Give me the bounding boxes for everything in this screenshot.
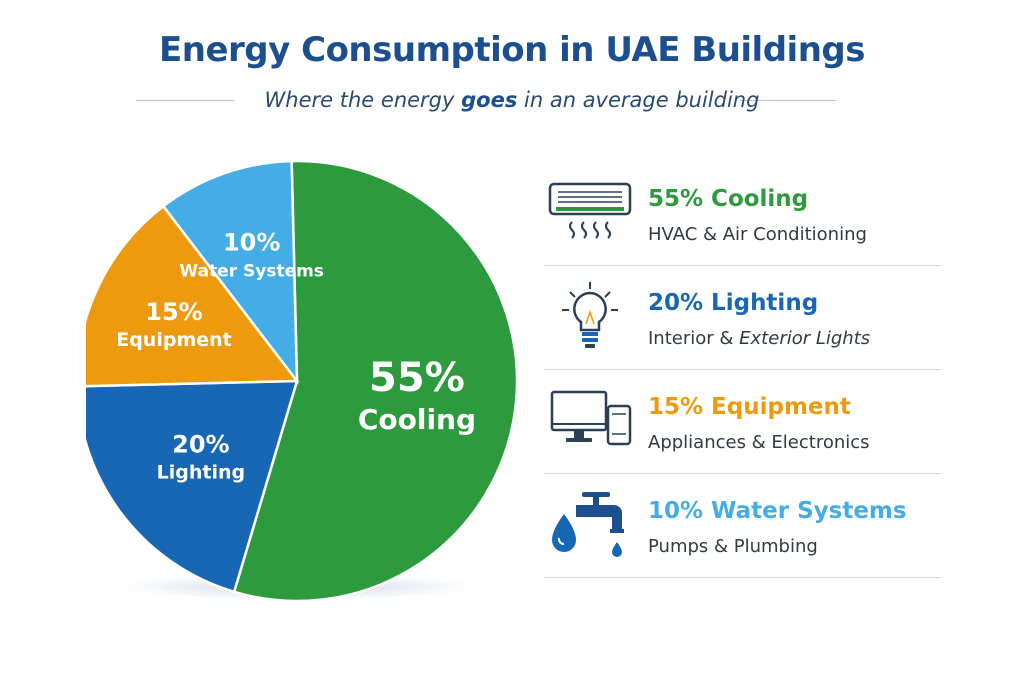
pie-label-name-water-systems: Water Systems: [179, 261, 324, 281]
legend-item-lighting: 20% Lighting Interior & Exterior Lights: [544, 266, 942, 370]
air-conditioner-icon: [548, 176, 636, 248]
pie-label-name-equipment: Equipment: [116, 329, 232, 351]
legend: 55% Cooling HVAC & Air Conditioning 20% …: [544, 162, 942, 578]
computer-monitor-icon: [548, 384, 636, 456]
legend-item-cooling: 55% Cooling HVAC & Air Conditioning: [544, 162, 942, 266]
legend-divider: [544, 369, 942, 370]
subtitle-divider-left: [136, 100, 234, 101]
legend-title-equipment: 15% Equipment: [648, 394, 851, 420]
subtitle-emphasis: goes: [461, 88, 518, 112]
pie-chart-svg: 55%Cooling 20% Lighting 15% Equipment 10% Wate…: [75, 159, 519, 603]
legend-desc-water: Pumps & Plumbing: [648, 536, 818, 557]
pie-label-pct-lighting: 20%: [172, 430, 229, 458]
subtitle-row: Where the energy goes in an average buil…: [0, 86, 1024, 116]
legend-title-water: 10% Water Systems: [648, 498, 907, 524]
pie-slices: [75, 159, 519, 603]
pie-label-pct-equipment: 15%: [145, 298, 202, 326]
legend-title-lighting: 20% Lighting: [648, 290, 819, 316]
legend-item-equipment: 15% Equipment Appliances & Electronics: [544, 370, 942, 474]
legend-desc-cooling: HVAC & Air Conditioning: [648, 224, 867, 245]
pie-label-pct-cooling: 55%: [369, 355, 465, 401]
pie-label-pct-water-systems: 10%: [223, 228, 280, 256]
legend-title-cooling: 55% Cooling: [648, 186, 809, 212]
light-bulb-icon: [548, 280, 636, 352]
water-faucet-icon: [548, 488, 636, 560]
subtitle-divider-right: [740, 100, 836, 101]
legend-divider: [544, 577, 942, 578]
legend-divider: [544, 473, 942, 474]
pie-label-name-cooling: Cooling: [358, 403, 476, 436]
legend-divider: [544, 265, 942, 266]
pie-label-name-lighting: Lighting: [157, 461, 245, 483]
subtitle-after: in an average building: [524, 88, 760, 112]
pie-slice-water-systems: [161, 159, 299, 385]
page-title: Energy Consumption in UAE Buildings: [159, 30, 865, 70]
page-subtitle: Where the energy goes in an average buil…: [0, 88, 1024, 112]
pie-slice-cooling: [232, 159, 519, 603]
legend-desc-lighting-plain: Interior &: [648, 328, 740, 349]
legend-desc-lighting: Interior & Exterior Lights: [648, 328, 870, 349]
legend-desc-equipment: Appliances & Electronics: [648, 432, 870, 453]
pie-chart: 55% Cooling 20% Lighting 15% Equipment 10% Wate…: [75, 159, 519, 603]
subtitle-before: Where the energy: [264, 88, 455, 112]
legend-desc-lighting-italic: Exterior Lights: [739, 328, 871, 349]
pie-labels: 55%Cooling 20% Lighting 15% Equipment 10% Wate…: [116, 228, 476, 483]
legend-item-water: 10% Water Systems Pumps & Plumbing: [544, 474, 942, 578]
